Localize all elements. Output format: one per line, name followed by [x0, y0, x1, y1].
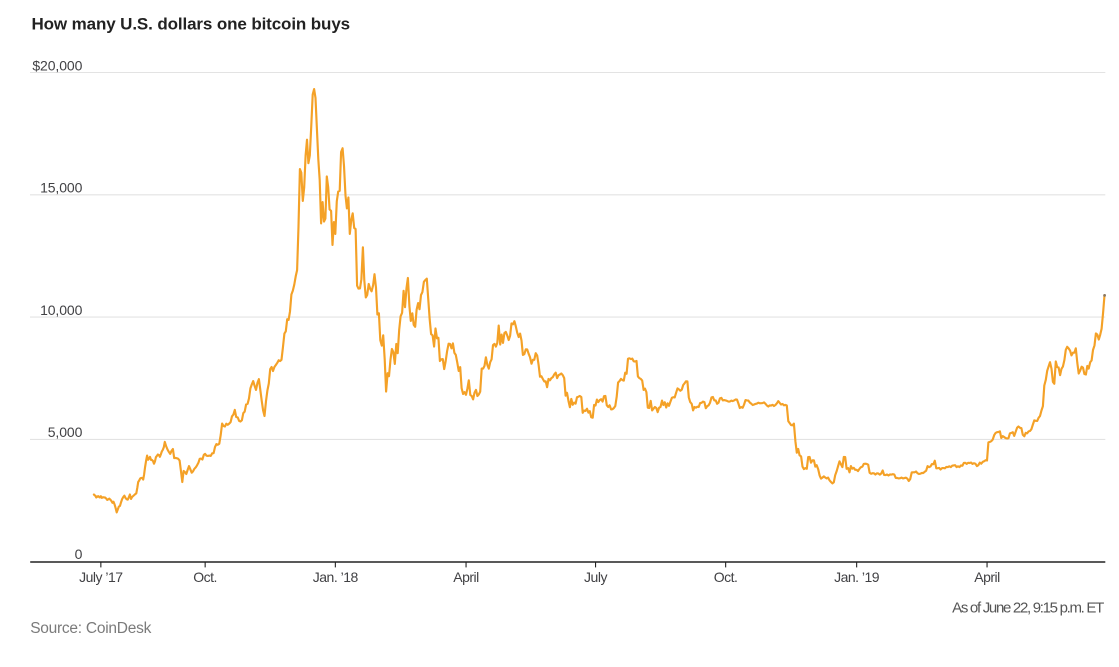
- svg-text:15,000: 15,000: [40, 180, 83, 196]
- svg-text:0: 0: [75, 546, 83, 562]
- svg-text:Source: CoinDesk: Source: CoinDesk: [30, 620, 151, 637]
- svg-text:$20,000: $20,000: [32, 57, 82, 73]
- svg-text:Oct.: Oct.: [714, 569, 738, 585]
- svg-text:Jan. ’18: Jan. ’18: [313, 569, 359, 585]
- svg-text:July ’17: July ’17: [79, 569, 123, 585]
- svg-text:As of June 22, 9:15 p.m. ET: As of June 22, 9:15 p.m. ET: [952, 599, 1104, 616]
- svg-text:Jan. ’19: Jan. ’19: [834, 569, 880, 585]
- svg-text:April: April: [974, 569, 1000, 585]
- svg-text:5,000: 5,000: [48, 424, 83, 440]
- svg-text:Oct.: Oct.: [193, 569, 217, 585]
- svg-text:10,000: 10,000: [40, 302, 83, 318]
- svg-text:April: April: [453, 569, 479, 585]
- svg-text:How many U.S. dollars one bitc: How many U.S. dollars one bitcoin buys: [32, 15, 351, 34]
- svg-text:July: July: [584, 569, 607, 585]
